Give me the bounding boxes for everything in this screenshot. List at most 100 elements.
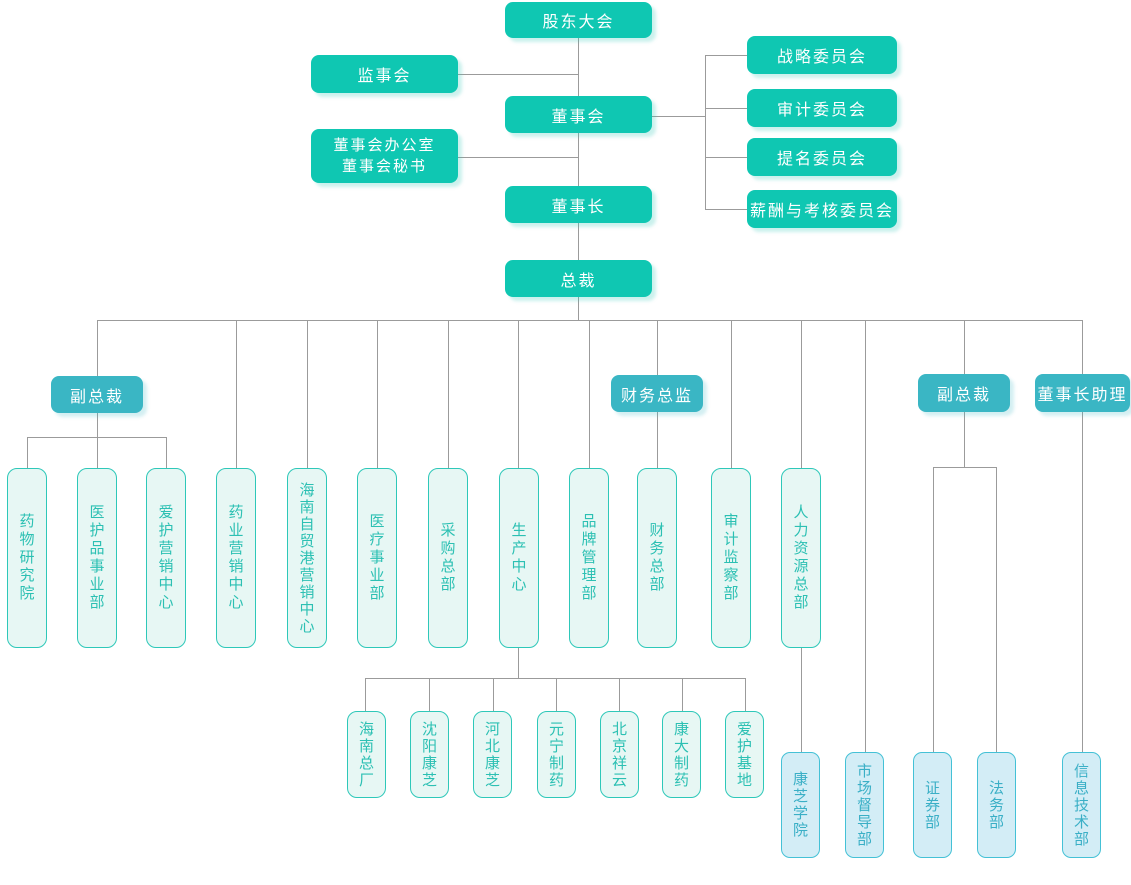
connector-line — [933, 467, 996, 468]
dept-label: 生产中心 — [509, 522, 528, 594]
connector-line — [705, 209, 747, 210]
site-label: 元宁制药 — [547, 720, 565, 789]
node-board-of-directors: 董事会 — [505, 96, 652, 133]
node-dept-procurement-hq: 采购总部 — [428, 468, 468, 648]
connector-line — [97, 413, 98, 437]
board-office-line1: 董事会办公室 — [333, 136, 436, 154]
node-shareholders-meeting: 股东大会 — [505, 2, 652, 38]
connector-line — [377, 320, 378, 468]
connector-line — [964, 320, 965, 374]
connector-line — [705, 55, 706, 209]
node-committee-audit: 审计委员会 — [747, 89, 897, 127]
connector-line — [682, 678, 683, 711]
node-finance-director: 财务总监 — [611, 375, 703, 412]
connector-line — [27, 437, 28, 468]
node-unit-securities-dept: 证券部 — [913, 752, 952, 858]
connector-line — [365, 678, 745, 679]
node-committee-compensation: 薪酬与考核委员会 — [747, 190, 897, 228]
connector-line — [657, 320, 658, 375]
node-vice-president-left: 副总裁 — [51, 376, 143, 413]
connector-line — [493, 678, 494, 711]
connector-line — [619, 678, 620, 711]
connector-line — [556, 678, 557, 711]
connector-line — [97, 437, 98, 468]
node-board-office: 董事会办公室 董事会秘书 — [311, 129, 458, 183]
connector-line — [578, 223, 579, 260]
node-president: 总裁 — [505, 260, 652, 297]
node-site-aihu-base: 爱护基地 — [725, 711, 764, 798]
dept-label: 品牌管理部 — [579, 513, 598, 603]
node-dept-hainan-ftp-marketing-center: 海南自贸港营销中心 — [287, 468, 327, 648]
connector-line — [458, 74, 578, 75]
connector-line — [589, 320, 590, 468]
connector-line — [657, 412, 658, 468]
dept-label: 医护品事业部 — [87, 504, 106, 612]
connector-line — [97, 320, 98, 376]
unit-label: 信息技术部 — [1072, 762, 1090, 848]
connector-line — [365, 678, 366, 711]
node-dept-brand-management: 品牌管理部 — [569, 468, 609, 648]
site-label: 北京祥云 — [610, 720, 628, 789]
connector-line — [964, 412, 965, 467]
unit-label: 法务部 — [987, 779, 1005, 831]
site-label: 河北康芝 — [483, 720, 501, 789]
connector-line — [705, 108, 747, 109]
node-dept-hr-hq: 人力资源总部 — [781, 468, 821, 648]
node-dept-pharma-marketing-center: 药业营销中心 — [216, 468, 256, 648]
node-dept-aihu-marketing-center: 爱护营销中心 — [146, 468, 186, 648]
board-office-label: 董事会办公室 董事会秘书 — [333, 135, 435, 177]
site-label: 海南总厂 — [357, 720, 375, 789]
node-vice-president-right: 副总裁 — [918, 374, 1010, 412]
connector-line — [996, 467, 997, 752]
node-site-kangda-pharma: 康大制药 — [662, 711, 701, 798]
connector-line — [1082, 320, 1083, 374]
node-dept-audit-supervision: 审计监察部 — [711, 468, 751, 648]
dept-label: 海南自贸港营销中心 — [297, 481, 316, 635]
unit-label: 市场督导部 — [855, 762, 873, 848]
node-chairman-assistant: 董事长助理 — [1035, 374, 1130, 412]
dept-label: 爱护营销中心 — [156, 504, 175, 612]
dept-label: 医疗事业部 — [367, 513, 386, 603]
node-committee-nomination: 提名委员会 — [747, 138, 897, 176]
node-dept-medical-care-products-division: 医护品事业部 — [77, 468, 117, 648]
connector-line — [731, 320, 732, 468]
board-office-line2: 董事会秘书 — [341, 157, 427, 175]
connector-line — [27, 437, 166, 438]
dept-label: 药业营销中心 — [226, 504, 245, 612]
node-dept-medical-division: 医疗事业部 — [357, 468, 397, 648]
connector-line — [429, 678, 430, 711]
dept-label: 药物研究院 — [17, 513, 36, 603]
connector-line — [458, 157, 578, 158]
connector-line — [865, 320, 866, 752]
unit-label: 证券部 — [923, 779, 941, 831]
node-dept-drug-research-institute: 药物研究院 — [7, 468, 47, 648]
node-chairman: 董事长 — [505, 186, 652, 223]
connector-line — [801, 320, 802, 468]
node-supervisory-board: 监事会 — [311, 55, 458, 93]
node-dept-finance-hq: 财务总部 — [637, 468, 677, 648]
dept-label: 审计监察部 — [721, 513, 740, 603]
node-unit-kangzhi-academy: 康芝学院 — [781, 752, 820, 858]
connector-line — [705, 55, 747, 56]
site-label: 爱护基地 — [735, 720, 753, 789]
node-site-hebei-kangzhi: 河北康芝 — [473, 711, 512, 798]
connector-line — [518, 648, 519, 678]
connector-line — [518, 320, 519, 468]
dept-label: 人力资源总部 — [791, 504, 810, 612]
connector-line — [1082, 412, 1083, 752]
node-site-yuanning-pharma: 元宁制药 — [537, 711, 576, 798]
node-unit-it-dept: 信息技术部 — [1062, 752, 1101, 858]
connector-line — [652, 116, 705, 117]
site-label: 康大制药 — [672, 720, 690, 789]
node-committee-strategy: 战略委员会 — [747, 36, 897, 74]
connector-line — [578, 297, 579, 320]
connector-line — [166, 437, 167, 468]
site-label: 沈阳康芝 — [420, 720, 438, 789]
dept-label: 财务总部 — [647, 522, 666, 594]
connector-line — [801, 648, 802, 752]
node-site-beijing-xiangyun: 北京祥云 — [600, 711, 639, 798]
connector-line — [307, 320, 308, 468]
node-unit-market-supervision: 市场督导部 — [845, 752, 884, 858]
node-site-hainan-main-plant: 海南总厂 — [347, 711, 386, 798]
